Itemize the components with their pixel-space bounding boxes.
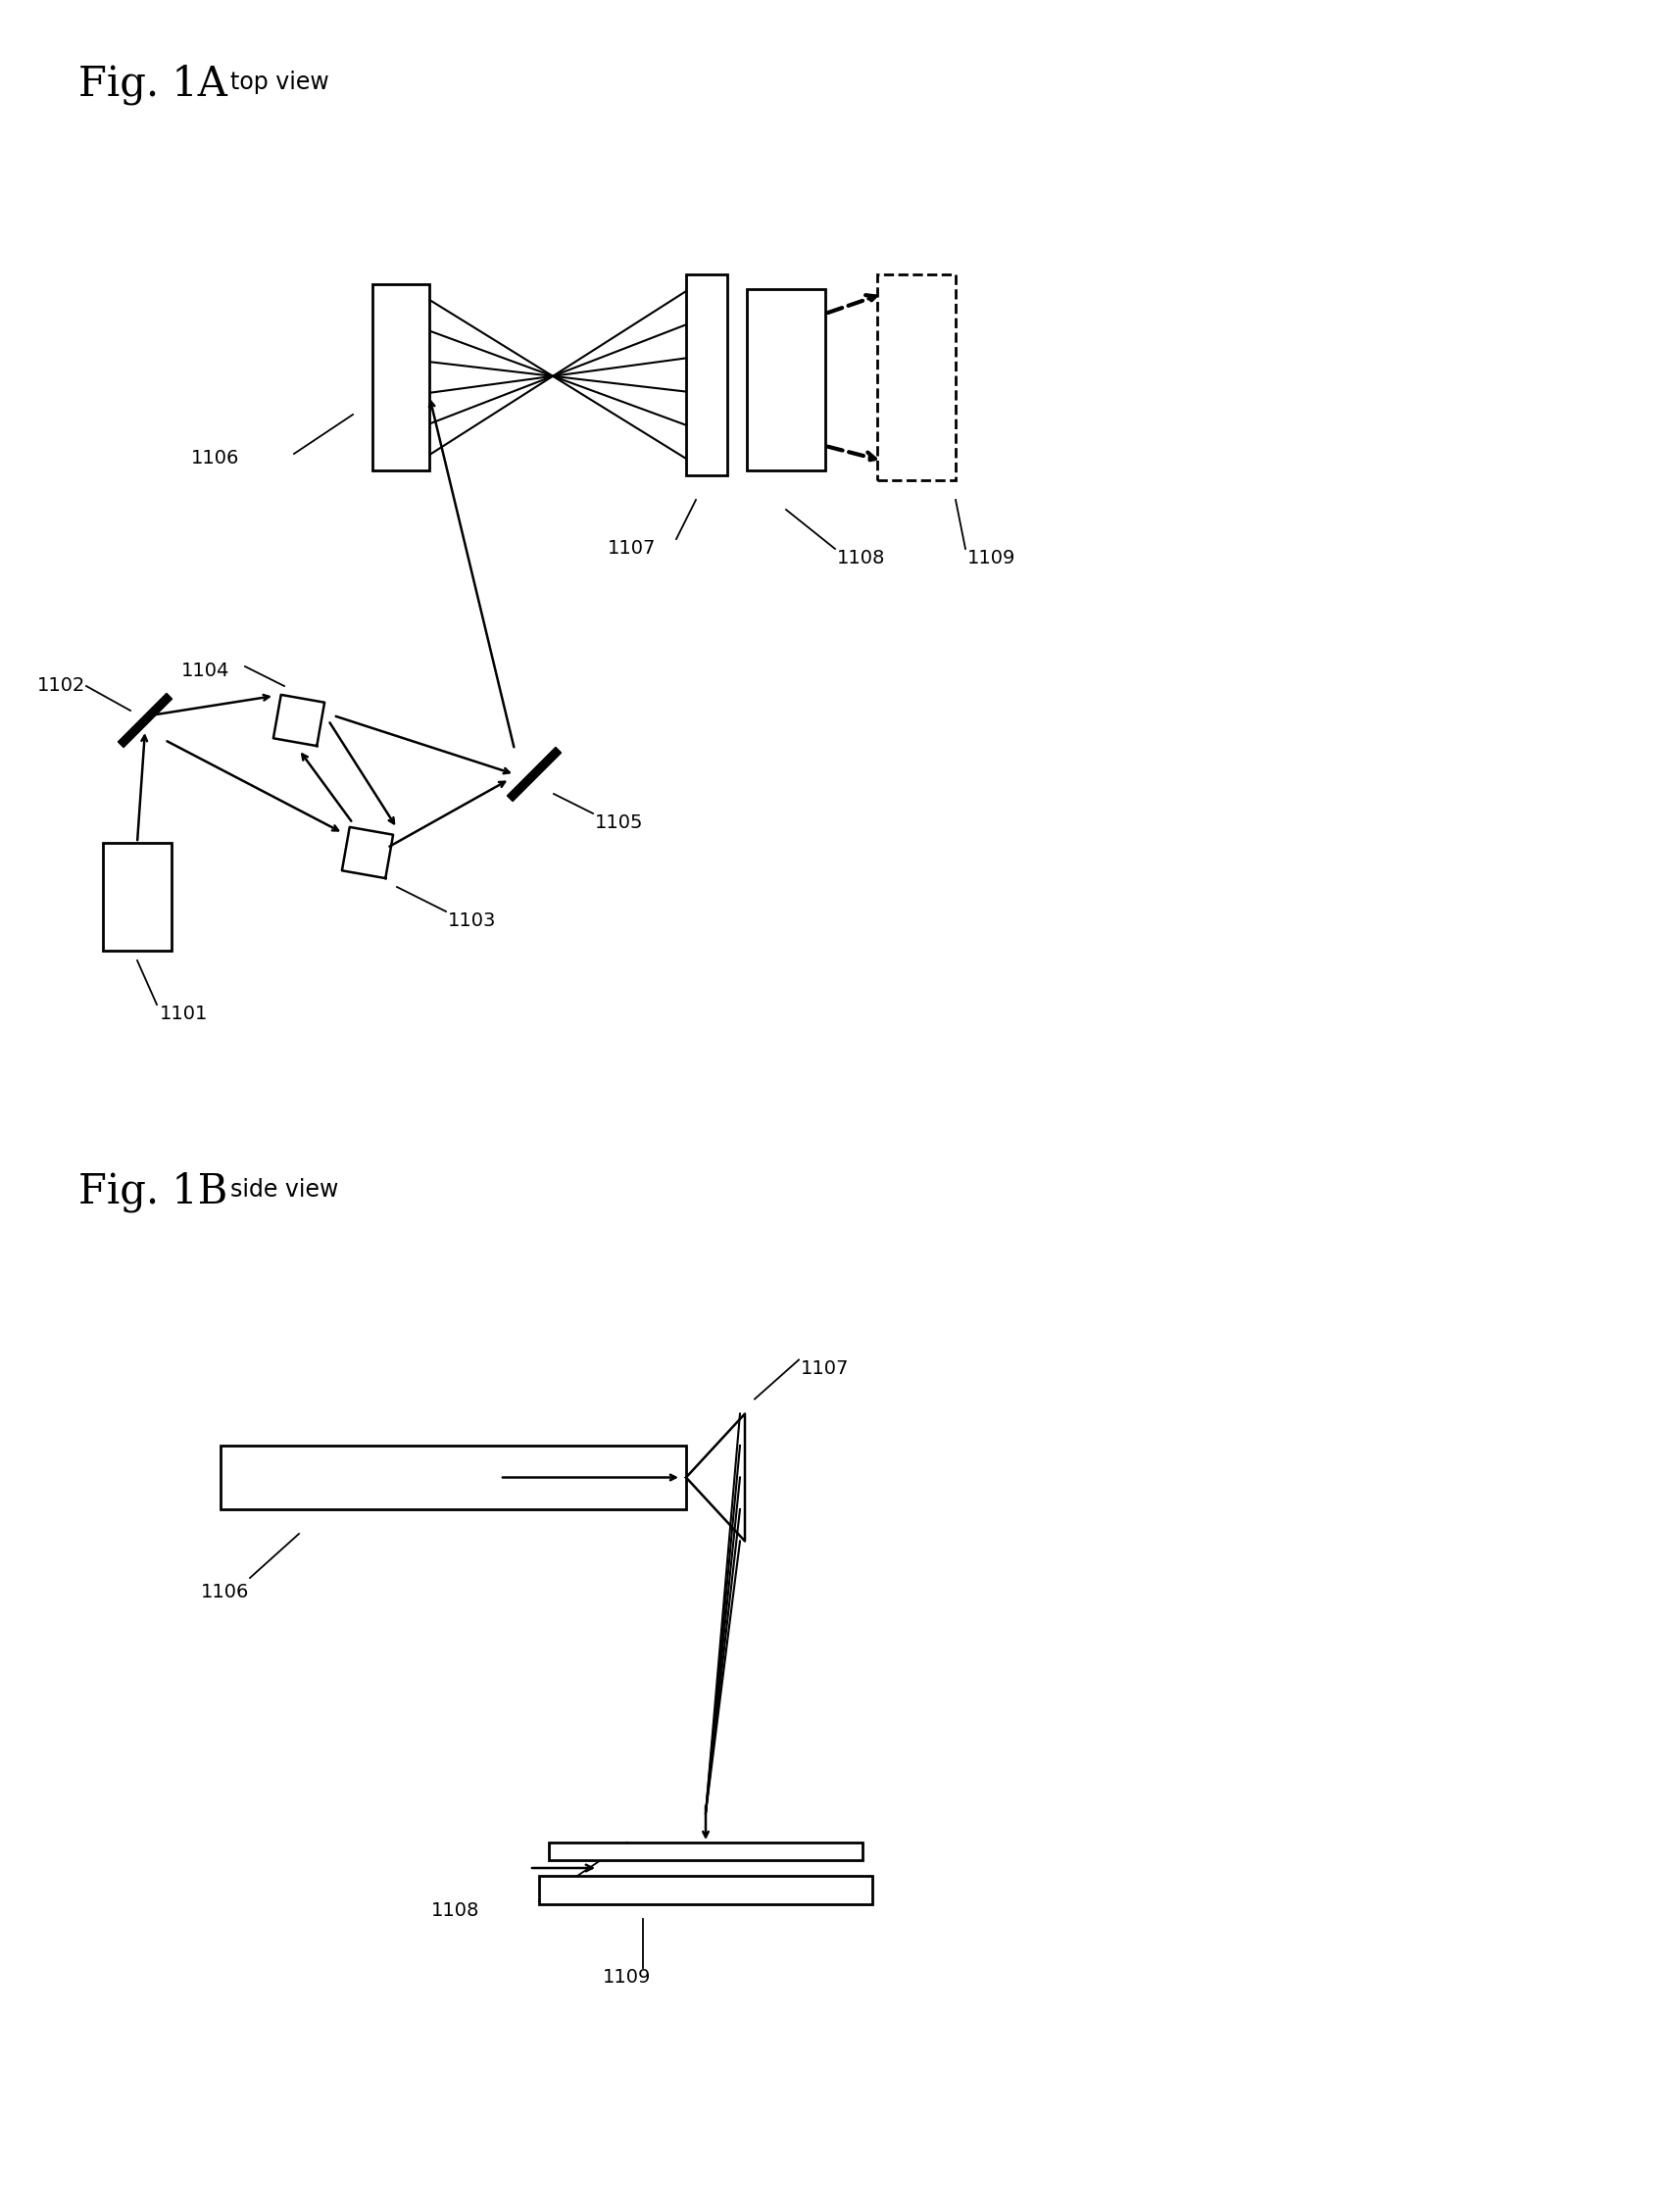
Bar <box>548 1843 863 1860</box>
Bar <box>540 1876 872 1905</box>
Bar <box>102 843 171 951</box>
Bar <box>747 290 825 471</box>
Bar <box>877 274 955 480</box>
Polygon shape <box>117 692 173 748</box>
Text: 1104: 1104 <box>181 661 230 679</box>
Text: 1103: 1103 <box>447 911 496 929</box>
Text: 1107: 1107 <box>608 540 655 557</box>
Text: Fig. 1A: Fig. 1A <box>79 64 228 104</box>
Text: side view: side view <box>230 1179 339 1201</box>
Text: 1108: 1108 <box>431 1902 479 1920</box>
Text: 1107: 1107 <box>801 1360 850 1378</box>
Bar <box>685 274 727 476</box>
Bar <box>372 283 429 471</box>
Text: Fig. 1B: Fig. 1B <box>79 1170 228 1212</box>
Text: 1108: 1108 <box>836 549 885 568</box>
Text: 1106: 1106 <box>191 449 240 467</box>
Text: top view: top view <box>230 71 328 95</box>
Text: 1101: 1101 <box>159 1004 208 1024</box>
Text: 1109: 1109 <box>967 549 1016 568</box>
Text: 1106: 1106 <box>201 1584 250 1601</box>
Text: 1105: 1105 <box>595 814 644 832</box>
Text: 1102: 1102 <box>37 677 85 695</box>
Bar <box>221 1447 685 1509</box>
Polygon shape <box>508 748 561 801</box>
Text: 1109: 1109 <box>603 1969 652 1986</box>
